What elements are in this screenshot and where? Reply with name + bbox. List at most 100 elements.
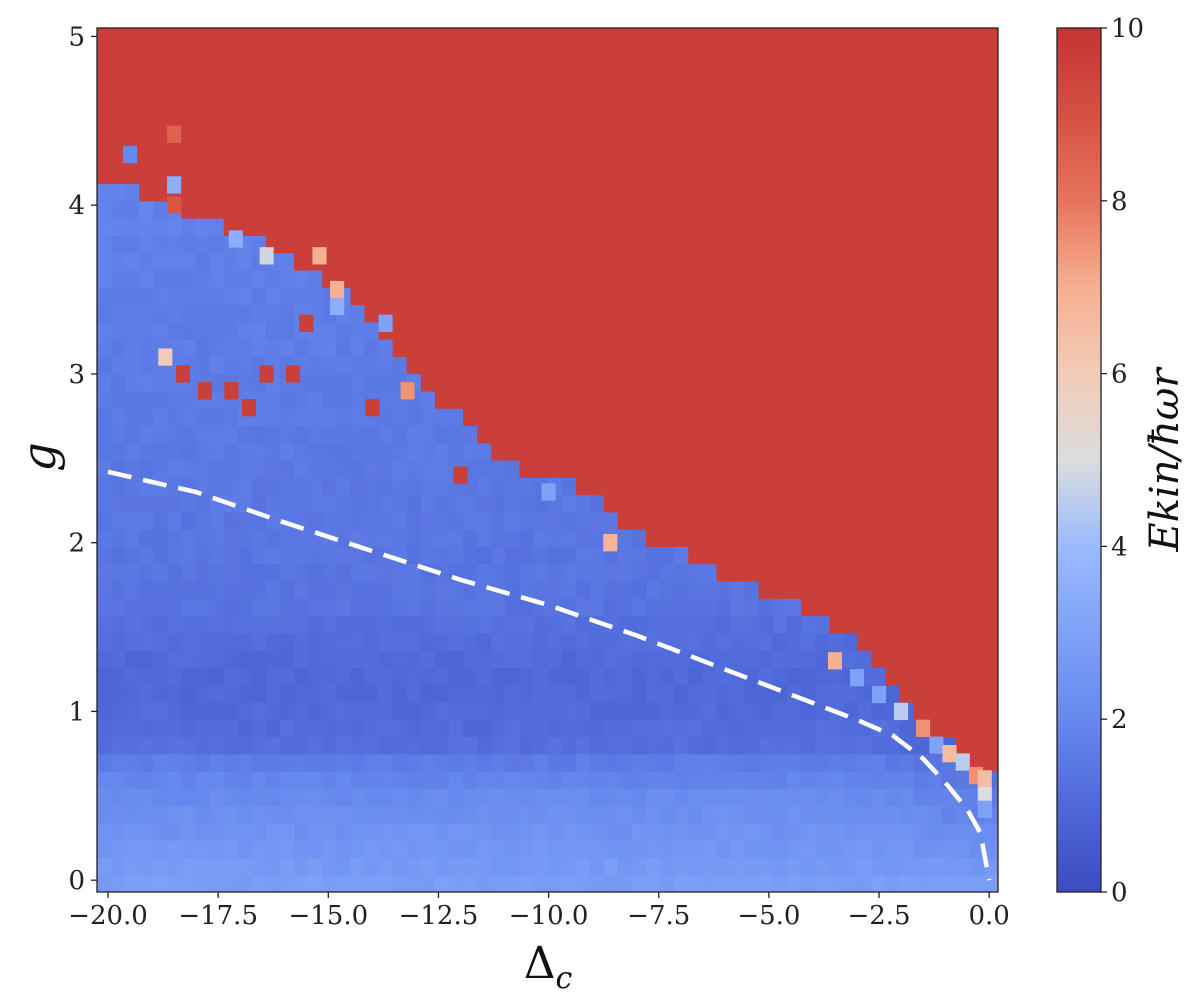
heatmap-cell (125, 771, 140, 789)
heatmap-cell (434, 667, 450, 686)
heatmap-cell (195, 598, 211, 617)
heatmap-cell (125, 131, 140, 150)
heatmap-cell (617, 45, 633, 64)
heatmap-cell (772, 218, 788, 236)
heatmap-cell (631, 97, 647, 115)
heatmap-cell (392, 511, 408, 530)
heatmap-cell (153, 200, 168, 219)
heatmap-cell (941, 373, 957, 392)
heatmap-cell (209, 269, 225, 288)
heatmap-cell (477, 874, 492, 892)
heatmap-cell (561, 218, 577, 236)
heatmap-cell (491, 373, 506, 392)
heatmap-cell (364, 97, 380, 115)
heatmap-cell (392, 425, 408, 444)
heatmap-cell (364, 701, 380, 720)
heatmap-cell (603, 235, 619, 254)
heatmap-cell (223, 805, 239, 824)
heatmap-cell (505, 235, 520, 254)
heatmap-cell (181, 580, 197, 599)
heatmap-cell (153, 494, 168, 513)
heatmap-cell (660, 425, 675, 444)
heatmap-cell (167, 857, 183, 876)
heatmap-cell (786, 857, 802, 876)
heatmap-cell (209, 857, 225, 876)
heatmap-cell (617, 615, 633, 634)
heatmap-cell (575, 62, 591, 81)
heatmap-cell (927, 321, 943, 340)
heatmap-cell (139, 788, 154, 807)
heatmap-cell (195, 28, 211, 46)
heatmap-cell (899, 183, 915, 202)
heatmap-cell-outlier (241, 399, 257, 417)
heatmap-cell (561, 632, 577, 651)
heatmap-cell (280, 650, 295, 668)
heatmap-cell (505, 45, 520, 64)
heatmap-cell (969, 148, 985, 167)
heatmap-cell (814, 442, 830, 461)
heatmap-cell (477, 719, 492, 738)
heatmap-cell (251, 805, 267, 824)
heatmap-cell (448, 650, 464, 668)
heatmap-cell (491, 529, 506, 547)
heatmap-cell (434, 131, 450, 150)
heatmap-cell (491, 148, 506, 167)
heatmap-cell (899, 632, 915, 651)
heatmap-cell (420, 131, 436, 150)
heatmap-cell (223, 97, 239, 115)
heatmap-cell (519, 615, 535, 634)
heatmap-cell (237, 269, 253, 288)
heatmap-cell (153, 304, 168, 323)
heatmap-cell (378, 477, 394, 496)
heatmap-cell (463, 788, 478, 807)
heatmap-cell (364, 148, 380, 167)
heatmap-cell (688, 684, 703, 703)
heatmap-cell (744, 425, 760, 444)
heatmap-cell (519, 874, 535, 892)
heatmap-cell (857, 269, 872, 288)
heatmap-cell (829, 356, 844, 375)
heatmap-cell (167, 252, 183, 271)
heatmap-cell (758, 373, 774, 392)
heatmap-cell (772, 460, 788, 478)
heatmap-cell (448, 131, 464, 150)
heatmap-cell (477, 442, 492, 461)
heatmap-cell (463, 114, 478, 133)
heatmap-cell (280, 339, 295, 357)
heatmap-cell (913, 373, 929, 392)
heatmap-cell (575, 580, 591, 599)
heatmap-cell (969, 114, 985, 133)
heatmap-cell (195, 321, 211, 340)
heatmap-cell (167, 840, 183, 859)
heatmap-cell (153, 736, 168, 755)
heatmap-cell (927, 667, 943, 686)
heatmap-cell (406, 131, 422, 150)
heatmap-cell (646, 874, 661, 892)
heatmap-cell (209, 252, 225, 271)
heatmap-cell (153, 684, 168, 703)
heatmap-cell (730, 390, 746, 409)
heatmap-cell-outlier (929, 736, 944, 754)
heatmap-cell (547, 97, 563, 115)
heatmap-cell (167, 218, 183, 236)
heatmap-cell (716, 840, 732, 859)
heatmap-cell (463, 771, 478, 789)
heatmap-cell (716, 252, 732, 271)
heatmap-cell (265, 79, 281, 98)
heatmap-cell (448, 97, 464, 115)
heatmap-cell (800, 546, 816, 565)
heatmap-cell (603, 684, 619, 703)
heatmap-cell (955, 339, 971, 357)
heatmap-cell (97, 529, 112, 547)
heatmap-cell (758, 771, 774, 789)
heatmap-cell (378, 373, 394, 392)
heatmap-cell (829, 598, 844, 617)
heatmap-cell (829, 511, 844, 530)
heatmap-cell (631, 701, 647, 720)
heatmap-cell (814, 494, 830, 513)
heatmap-cell (561, 373, 577, 392)
heatmap-cell (378, 287, 394, 306)
heatmap-cell (111, 840, 126, 859)
heatmap-cell (857, 771, 872, 789)
heatmap-cell (153, 166, 168, 185)
